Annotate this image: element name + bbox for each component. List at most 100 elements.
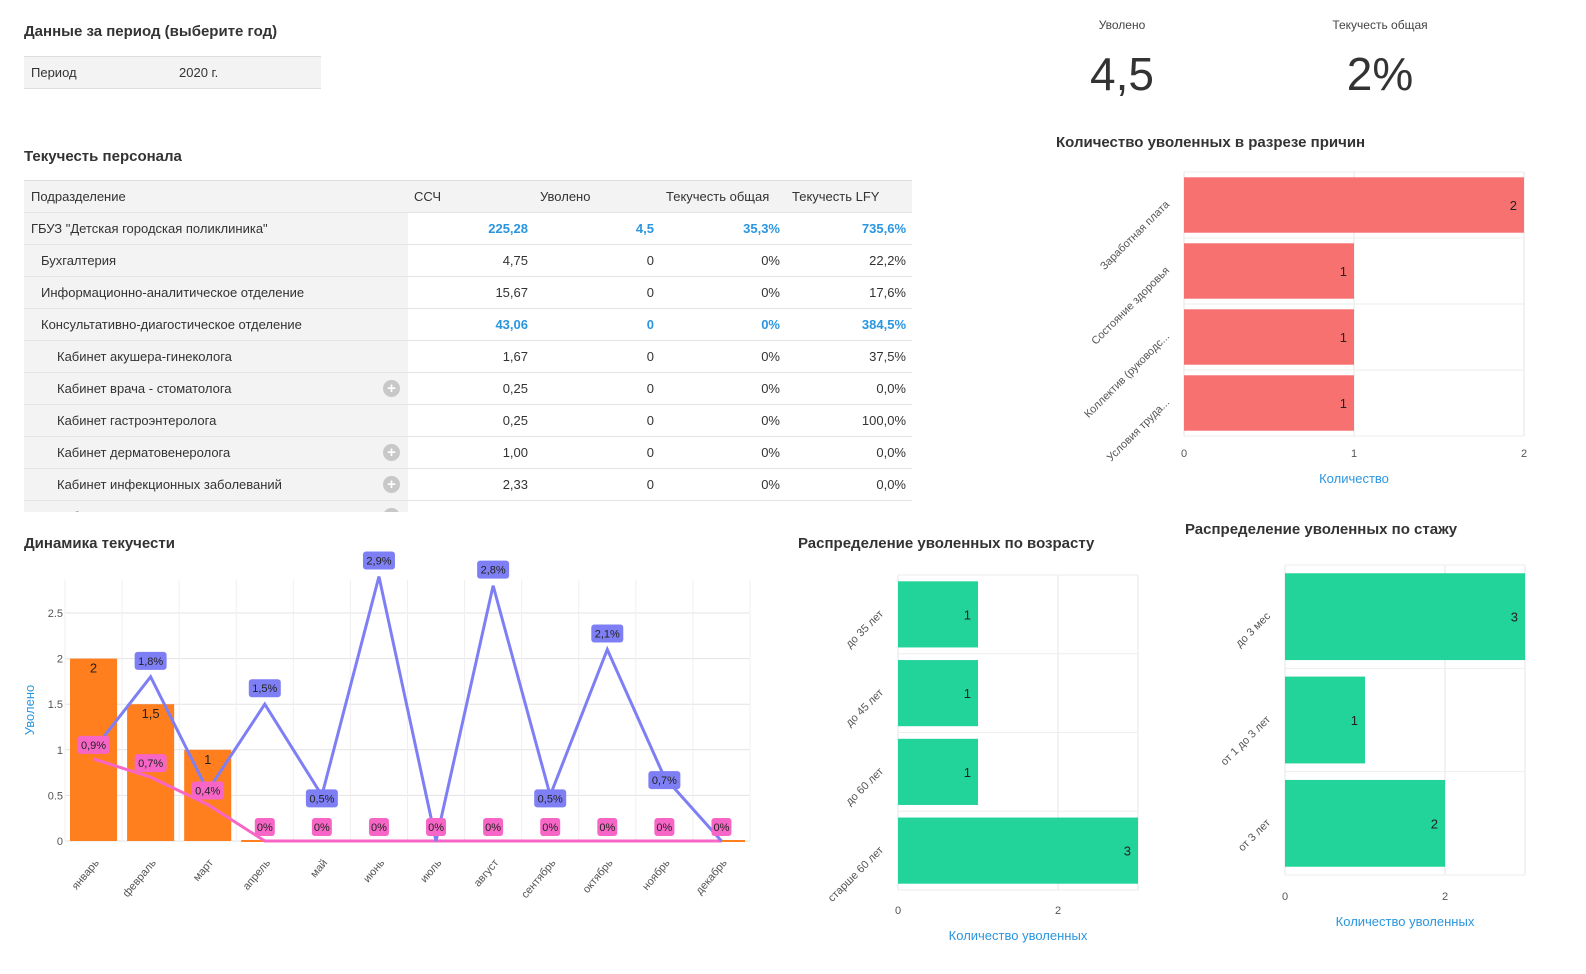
cell-dismissed: 0 <box>534 509 660 512</box>
data-label-badge <box>368 818 389 836</box>
bar <box>1285 779 1445 867</box>
y-tick-label: 0 <box>57 836 63 848</box>
category-label: до 35 лет <box>844 608 886 650</box>
cell-turnover-lfy: 384,5% <box>861 317 906 332</box>
data-label: 0% <box>428 822 444 834</box>
cell-turnover: 0% <box>761 413 780 428</box>
data-label: 0,4% <box>195 786 220 798</box>
data-label-badge <box>77 735 110 754</box>
kpi-dismissed-value: 4,5 <box>1090 48 1154 100</box>
bar <box>1184 243 1354 299</box>
col-header-turnover-lfy[interactable]: Текучесть LFY <box>792 189 880 204</box>
data-label-badge <box>534 789 567 808</box>
cell-dismissed: 0 <box>646 349 654 364</box>
bar <box>1285 676 1365 764</box>
table-row[interactable]: Кабинет дерматовенеролога +1,00 0 0% 0,0% <box>24 437 912 469</box>
cell-turnover-lfy: 0,0% <box>876 445 906 460</box>
unit-name: Консультативно-диагостическое отделение <box>41 317 302 332</box>
bar-value-label: 1 <box>204 752 211 767</box>
cell-headcount: 0,25 <box>502 413 528 428</box>
category-label: от 3 лет <box>1236 817 1273 854</box>
table-row[interactable]: Бухгалтерия 4,75 0 0% 22,2% <box>24 245 912 277</box>
data-label: 0% <box>656 822 672 834</box>
series-line <box>93 757 722 843</box>
bar-value-label: 1 <box>1351 713 1358 728</box>
cell-dismissed: 0 <box>646 413 654 428</box>
x-axis-title: Количество уволенных <box>1336 914 1475 929</box>
data-label: 0,7% <box>138 758 163 770</box>
age-chart-title: Распределение уволенных по возрасту <box>798 535 1095 552</box>
table-row[interactable]: Информационно-аналитическое отделение 15,… <box>24 277 912 309</box>
cell-dismissed: 0 <box>646 445 654 460</box>
cell-turnover-lfy: 22,2% <box>869 253 906 268</box>
table-row[interactable]: Консультативно-диагостическое отделение 4… <box>24 309 912 341</box>
x-tick-label: 0 <box>1282 891 1288 903</box>
cell-turnover: 0% <box>761 445 780 460</box>
month-label: июль <box>418 857 444 885</box>
data-label: 1,8% <box>138 656 163 668</box>
bar-value-label: 1,5 <box>142 706 160 721</box>
period-filter[interactable]: Период 2020 г. <box>24 56 321 89</box>
col-header-unit[interactable]: Подразделение <box>24 181 408 212</box>
data-label-badge <box>654 818 675 836</box>
data-label: 0% <box>257 822 273 834</box>
bar-value-label: 3 <box>1511 610 1518 625</box>
dynamics-chart-title: Динамика текучести <box>24 535 175 552</box>
table-title: Текучесть персонала <box>24 148 182 165</box>
month-label: февраль <box>121 857 160 900</box>
col-header-dismissed[interactable]: Уволено <box>540 189 591 204</box>
bar <box>1184 375 1354 431</box>
expand-plus-icon[interactable]: + <box>383 380 400 397</box>
category-label: старше 60 лет <box>826 844 886 904</box>
data-label: 0% <box>485 822 501 834</box>
y-tick-label: 1 <box>57 745 63 757</box>
cell-headcount: 4,75 <box>502 253 528 268</box>
period-value[interactable]: 2020 г. <box>179 65 219 80</box>
cell-headcount: 43,06 <box>495 317 528 332</box>
cell-dismissed: 0 <box>646 253 654 268</box>
table-row[interactable]: Кабинет гастроэнтеролога 0,25 0 0% 100,0% <box>24 405 912 437</box>
data-label: 0% <box>542 822 558 834</box>
table-row[interactable]: ГБУЗ "Детская городская поликлиника" 225,… <box>24 213 912 245</box>
category-label: от 1 до 3 лет <box>1219 714 1274 769</box>
bar <box>898 738 978 805</box>
bar-value-label: 1 <box>1340 264 1347 279</box>
month-label: октябрь <box>581 857 616 896</box>
cell-turnover: 0% <box>761 477 780 492</box>
data-label-badge <box>311 818 332 836</box>
cell-unit: Консультативно-диагостическое отделение <box>24 309 408 340</box>
unit-name: Кабинет дерматовенеролога <box>57 445 231 460</box>
cell-unit: Кабинет врача - стоматолога + <box>24 373 408 404</box>
table-row[interactable]: Кабинет инфекционных заболеваний +2,33 0 0%… <box>24 469 912 501</box>
data-label: 2,1% <box>595 628 620 640</box>
x-tick-label: 2 <box>1055 905 1061 917</box>
col-header-headcount[interactable]: ССЧ <box>414 189 442 204</box>
expand-plus-icon[interactable]: + <box>383 476 400 493</box>
cell-unit: Кабинет акушера-гинеколога <box>24 341 408 372</box>
data-label-badge <box>191 781 224 800</box>
data-label: 0% <box>314 822 330 834</box>
y-tick-label: 1.5 <box>48 699 63 711</box>
data-label-badge <box>711 818 732 836</box>
month-label: декабрь <box>694 857 730 897</box>
filter-title: Данные за период (выберите год) <box>24 23 278 40</box>
bar <box>697 840 745 842</box>
expand-plus-icon[interactable]: + <box>383 508 400 512</box>
cell-dismissed: 0 <box>646 285 654 300</box>
tenure-chart-title: Распределение уволенных по стажу <box>1185 521 1458 538</box>
data-label-badge <box>426 818 447 836</box>
kpi-turnover-label: Текучесть общая <box>1332 18 1428 32</box>
expand-plus-icon[interactable]: + <box>383 444 400 461</box>
table-row[interactable]: Кабинет акушера-гинеколога 1,67 0 0% 37,5% <box>24 341 912 373</box>
category-label: до 3 мес <box>1234 610 1274 650</box>
table-row[interactable]: Кабинет врача - стоматолога +0,25 0 0% 0,0% <box>24 373 912 405</box>
cell-unit: Кабинет инфекционных заболеваний + <box>24 469 408 500</box>
month-label: март <box>191 857 216 884</box>
turnover-table[interactable]: Подразделение ССЧ Уволено Текучесть обща… <box>24 180 912 512</box>
cell-turnover: 35,3% <box>743 221 780 236</box>
cell-headcount: 2,33 <box>502 477 528 492</box>
col-header-turnover[interactable]: Текучесть общая <box>666 189 770 204</box>
data-label-badge <box>591 624 624 643</box>
kpi-dismissed-label: Уволено <box>1098 18 1146 32</box>
